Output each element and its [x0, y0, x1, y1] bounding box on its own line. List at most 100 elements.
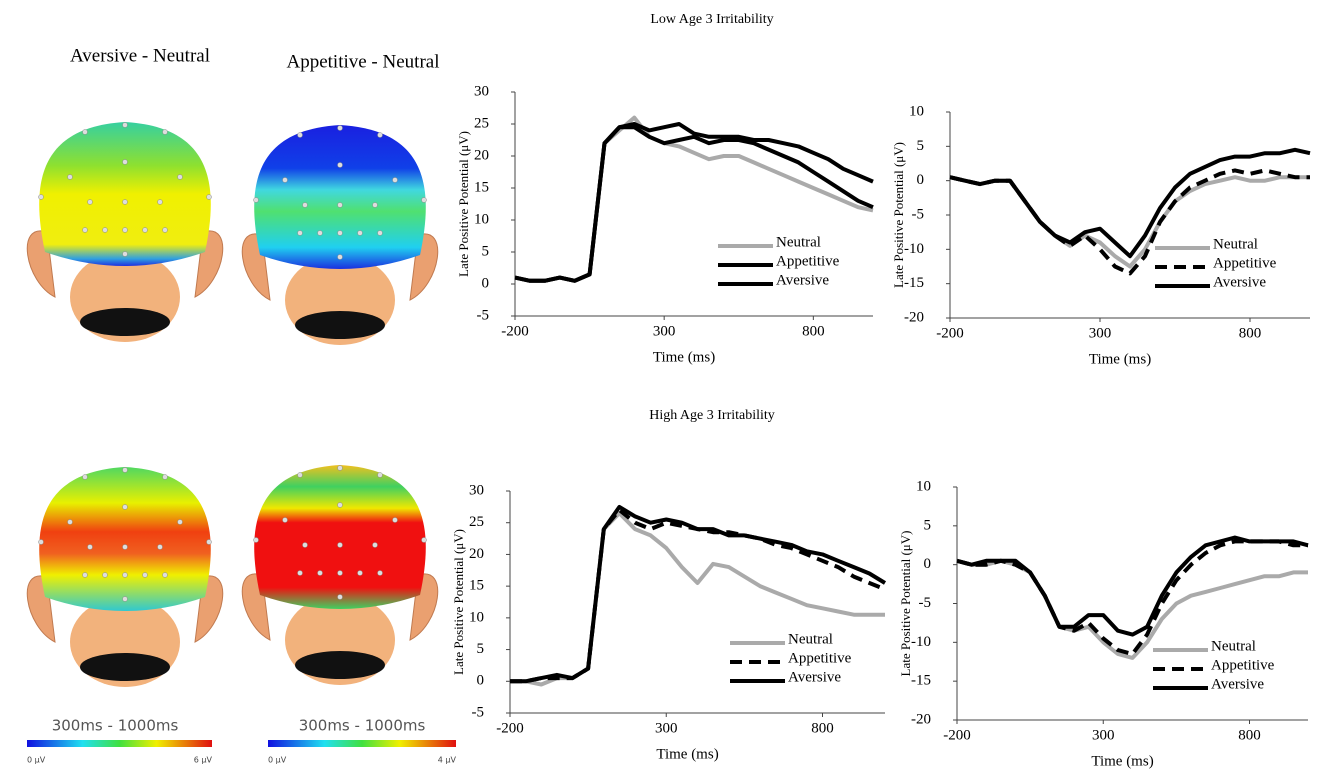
- electrode: [392, 177, 398, 183]
- legend-label: Appetitive: [788, 650, 852, 666]
- x-tick-label: -200: [936, 325, 964, 341]
- electrode: [337, 594, 343, 600]
- electrode: [337, 230, 343, 236]
- scalp: [39, 467, 211, 611]
- electrode: [157, 544, 163, 550]
- y-tick-label: 30: [469, 482, 484, 498]
- electrode: [377, 230, 383, 236]
- electrode: [122, 572, 128, 578]
- electrode: [122, 596, 128, 602]
- electrode: [337, 125, 343, 131]
- y-tick-label: 25: [469, 514, 484, 530]
- electrode: [377, 570, 383, 576]
- electrode: [372, 542, 378, 548]
- electrode: [122, 227, 128, 233]
- y-tick-label: 5: [917, 138, 925, 154]
- colorbars: 300ms - 1000ms 0 μV 6 μV 300ms - 1000ms …: [27, 717, 457, 765]
- electrode: [38, 539, 44, 545]
- map-column-title: Aversive - Neutral: [70, 45, 210, 66]
- electrode: [157, 199, 163, 205]
- y-tick-label: 15: [469, 578, 484, 594]
- colorbar-max: 4 μV: [438, 756, 457, 765]
- electrode: [82, 572, 88, 578]
- series-line: [514, 125, 874, 283]
- series-line: [956, 535, 1309, 637]
- y-tick-label: 5: [482, 243, 490, 259]
- electrode: [162, 129, 168, 135]
- y-tick-label: 5: [924, 517, 932, 533]
- x-tick-label: 300: [1089, 325, 1112, 341]
- legend-label: Aversive: [1213, 274, 1266, 290]
- y-tick-label: -15: [904, 275, 924, 291]
- y-tick-label: 0: [924, 556, 932, 572]
- x-tick-label: 800: [1238, 727, 1261, 743]
- electrode: [421, 197, 427, 203]
- x-tick-label: 800: [811, 720, 834, 736]
- electrode: [337, 254, 343, 260]
- electrode: [253, 537, 259, 543]
- scalp-map: [241, 465, 439, 685]
- hair: [295, 651, 385, 679]
- electrode: [337, 542, 343, 548]
- legend-label: Appetitive: [776, 253, 840, 269]
- electrode: [122, 544, 128, 550]
- section-heading: Low Age 3 Irritability: [650, 12, 773, 27]
- colorbar: [27, 740, 212, 747]
- scalp-map: [241, 125, 439, 345]
- y-tick-label: -10: [911, 634, 931, 650]
- legend-label: Aversive: [788, 669, 841, 685]
- electrode: [302, 202, 308, 208]
- electrode: [337, 202, 343, 208]
- y-tick-label: 10: [469, 609, 484, 625]
- electrode: [337, 570, 343, 576]
- electrode: [177, 519, 183, 525]
- electrode: [372, 202, 378, 208]
- hair: [80, 653, 170, 681]
- y-tick-label: 30: [474, 83, 489, 99]
- electrode: [67, 174, 73, 180]
- electrode: [317, 230, 323, 236]
- y-tick-label: -20: [911, 711, 931, 727]
- scalp: [254, 465, 426, 609]
- x-tick-label: 300: [653, 323, 676, 339]
- section-heading: High Age 3 Irritability: [649, 408, 775, 423]
- electrode: [162, 572, 168, 578]
- x-axis-title: Time (ms): [653, 349, 715, 365]
- electrode: [122, 251, 128, 257]
- electrode: [317, 570, 323, 576]
- x-tick-label: -200: [501, 323, 529, 339]
- electrode: [102, 227, 108, 233]
- electrode: [87, 544, 93, 550]
- electrode: [82, 474, 88, 480]
- electrode: [122, 199, 128, 205]
- y-tick-label: -10: [904, 241, 924, 257]
- x-tick-label: 300: [1092, 727, 1115, 743]
- electrode: [162, 227, 168, 233]
- legend-label: Neutral: [776, 234, 821, 250]
- legend-label: Appetitive: [1213, 255, 1277, 271]
- electrode: [177, 174, 183, 180]
- electrode: [297, 570, 303, 576]
- y-tick-label: 20: [469, 546, 484, 562]
- electrode: [357, 230, 363, 236]
- electrode: [377, 132, 383, 138]
- electrode: [122, 504, 128, 510]
- y-tick-label: -20: [904, 309, 924, 325]
- legend-label: Neutral: [1211, 638, 1256, 654]
- electrode: [282, 517, 288, 523]
- x-tick-label: -200: [943, 727, 971, 743]
- y-tick-label: 0: [917, 172, 925, 188]
- y-axis-title: Late Positive Potential (μV): [451, 529, 466, 675]
- legend-label: Appetitive: [1211, 657, 1275, 673]
- electrode: [337, 502, 343, 508]
- y-tick-label: -15: [911, 673, 931, 689]
- x-tick-label: 800: [1239, 325, 1262, 341]
- electrode: [297, 472, 303, 478]
- y-axis-title: Late Positive Potential (μV): [898, 531, 913, 677]
- hair: [80, 308, 170, 336]
- y-axis-title: Late Positive Potential (μV): [456, 131, 471, 277]
- x-axis-title: Time (ms): [1091, 753, 1153, 769]
- x-tick-label: 800: [802, 323, 825, 339]
- colorbar-min: 0 μV: [268, 756, 287, 765]
